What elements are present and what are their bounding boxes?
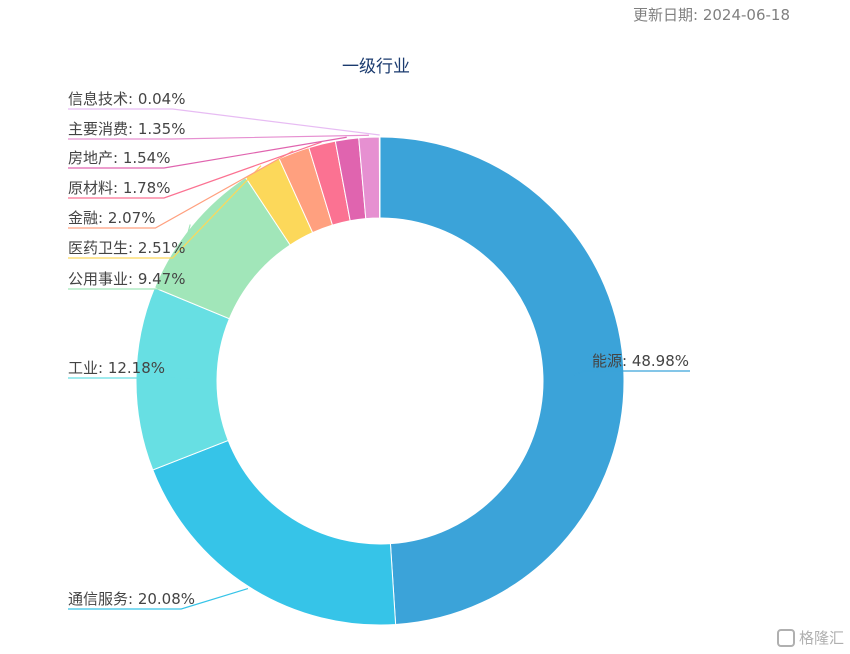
leader-line-工业	[68, 377, 197, 380]
label-主要消费: 主要消费: 1.35%	[68, 120, 185, 138]
leader-line-信息技术	[68, 108, 380, 136]
leader-line-原材料	[68, 141, 322, 199]
chart-title: 一级行业	[342, 57, 410, 77]
label-金融: 金融: 2.07%	[68, 209, 155, 227]
label-医药卫生: 医药卫生: 2.51%	[68, 239, 185, 257]
leader-line-通信服务	[68, 587, 249, 610]
label-工业: 工业: 12.18%	[68, 359, 165, 377]
watermark-logo-icon	[776, 628, 795, 647]
watermark-text: 格隆汇	[798, 629, 844, 647]
label-信息技术: 信息技术: 0.04%	[68, 90, 185, 108]
watermark: 格隆汇	[776, 627, 844, 648]
label-原材料: 原材料: 1.78%	[68, 179, 170, 197]
label-公用事业: 公用事业: 9.47%	[68, 270, 185, 288]
slice-信息技术[interactable]	[378, 136, 381, 219]
label-通信服务: 通信服务: 20.08%	[68, 590, 195, 608]
leader-line-金融	[68, 150, 294, 229]
leader-line-医药卫生	[68, 165, 262, 259]
leader-line-主要消费	[68, 134, 369, 140]
leader-line-房地产	[68, 136, 347, 169]
leader-line-能源	[573, 370, 690, 376]
update-date: 更新日期: 2024-06-18	[633, 6, 790, 24]
label-房地产: 房地产: 1.54%	[68, 149, 170, 167]
slice-能源[interactable]	[379, 136, 625, 626]
label-能源: 能源: 48.98%	[592, 352, 689, 370]
